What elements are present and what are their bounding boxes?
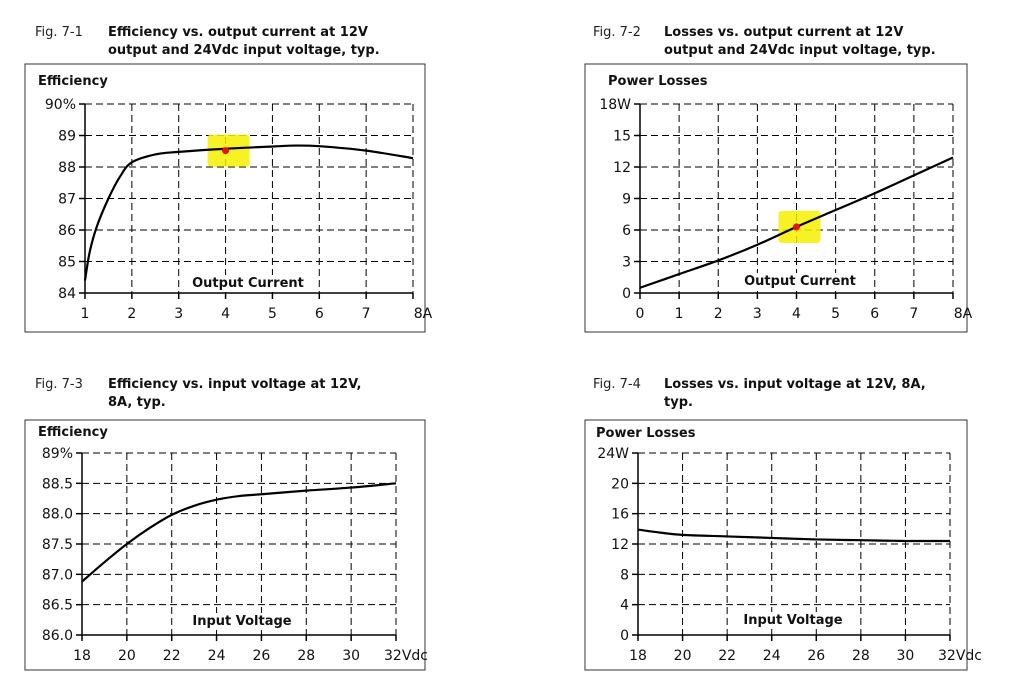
y-tick-label: 6 xyxy=(622,223,631,239)
y-tick-label: 4 xyxy=(620,598,629,614)
y-tick-label: 89% xyxy=(42,446,73,462)
y-tick-label: 12 xyxy=(611,537,629,553)
x-tick-label: 7 xyxy=(362,306,371,322)
y-tick-label: 8 xyxy=(620,567,629,583)
x-tick-label: 5 xyxy=(831,306,840,322)
x-tick-label: 32Vdc xyxy=(384,648,428,664)
y-tick-label: 20 xyxy=(611,476,629,492)
y-tick-label: 88 xyxy=(58,160,76,176)
x-axis-label: Output Current xyxy=(192,276,304,291)
y-axis-label: Efficiency xyxy=(38,74,108,89)
x-tick-label: 4 xyxy=(221,306,230,322)
chart-title: output and 24Vdc input voltage, typ. xyxy=(108,43,380,58)
x-tick-label: 18 xyxy=(73,648,91,664)
x-tick-label: 30 xyxy=(897,648,915,664)
x-tick-label: 6 xyxy=(315,306,324,322)
y-tick-label: 16 xyxy=(611,507,629,523)
x-tick-label: 3 xyxy=(753,306,762,322)
y-tick-label: 18W xyxy=(599,97,631,113)
chart-frame xyxy=(584,63,968,333)
x-tick-label: 0 xyxy=(636,306,645,322)
x-axis-label-bg xyxy=(189,275,307,292)
x-tick-label: 4 xyxy=(792,306,801,322)
y-tick-label: 0 xyxy=(620,628,629,644)
y-tick-label: 86.0 xyxy=(42,628,73,644)
chart-title: 8A, typ. xyxy=(108,395,166,410)
y-tick-label: 86 xyxy=(58,223,76,239)
x-axis-label-bg xyxy=(189,613,295,630)
y-tick-label: 88.5 xyxy=(42,476,73,492)
x-axis-label: Output Current xyxy=(744,274,856,289)
x-tick-label: 30 xyxy=(342,648,360,664)
y-tick-label: 24W xyxy=(597,446,629,462)
x-axis-label-bg xyxy=(740,612,846,629)
x-tick-label: 32Vdc xyxy=(938,648,982,664)
x-axis-label-bg xyxy=(741,273,859,290)
x-tick-label: 28 xyxy=(852,648,870,664)
data-point-marker xyxy=(222,147,230,155)
x-tick-label: 22 xyxy=(718,648,736,664)
y-tick-label: 15 xyxy=(613,129,631,145)
y-tick-label: 0 xyxy=(622,286,631,302)
figure-label: Fig. 7-3 xyxy=(35,377,83,392)
x-tick-label: 2 xyxy=(714,306,723,322)
y-tick-label: 90% xyxy=(45,97,76,113)
figure-label: Fig. 7-2 xyxy=(593,25,641,40)
x-axis-label: Input Voltage xyxy=(743,613,842,628)
x-tick-label: 2 xyxy=(127,306,136,322)
y-tick-label: 87.5 xyxy=(42,537,73,553)
x-tick-label: 26 xyxy=(253,648,271,664)
y-tick-label: 88.0 xyxy=(42,507,73,523)
y-axis-label: Power Losses xyxy=(596,426,696,441)
y-axis-label: Efficiency xyxy=(38,425,108,440)
x-tick-label: 6 xyxy=(870,306,879,322)
x-tick-label: 8A xyxy=(414,306,433,322)
chart-title: Efficiency vs. input voltage at 12V, xyxy=(108,377,361,392)
x-tick-label: 7 xyxy=(909,306,918,322)
figure-3: Fig. 7-3 Efficiency vs. input voltage at … xyxy=(24,377,428,671)
x-tick-label: 24 xyxy=(208,648,226,664)
y-axis-label: Power Losses xyxy=(608,74,708,89)
chart-frame xyxy=(24,419,426,671)
x-tick-label: 24 xyxy=(763,648,781,664)
data-series-line xyxy=(637,528,951,543)
y-tick-label: 84 xyxy=(58,286,76,302)
y-tick-label: 86.5 xyxy=(42,598,73,614)
x-tick-label: 18 xyxy=(629,648,647,664)
y-tick-label: 87 xyxy=(58,192,76,208)
x-axis-label: Input Voltage xyxy=(192,614,291,629)
chart-frame xyxy=(584,419,968,671)
x-tick-label: 26 xyxy=(807,648,825,664)
y-tick-label: 3 xyxy=(622,255,631,271)
chart-title: Efficiency vs. output current at 12V xyxy=(108,25,368,40)
y-tick-label: 9 xyxy=(622,192,631,208)
figure-label: Fig. 7-1 xyxy=(35,25,83,40)
y-tick-label: 12 xyxy=(613,160,631,176)
chart-title: typ. xyxy=(664,395,693,410)
data-series-line xyxy=(83,144,414,281)
y-tick-label: 85 xyxy=(58,255,76,271)
chart-title: Losses vs. output current at 12V xyxy=(664,25,903,40)
chart-title: output and 24Vdc input voltage, typ. xyxy=(664,43,936,58)
x-tick-label: 5 xyxy=(268,306,277,322)
figure-label: Fig. 7-4 xyxy=(593,377,641,392)
x-tick-label: 1 xyxy=(81,306,90,322)
figure-1: Fig. 7-1 Efficiency vs. output current at… xyxy=(24,25,433,333)
x-tick-label: 1 xyxy=(675,306,684,322)
x-tick-label: 22 xyxy=(163,648,181,664)
figure-4: Fig. 7-4 Losses vs. input voltage at 12V,… xyxy=(584,377,982,671)
chart-frame xyxy=(24,63,426,333)
x-tick-label: 28 xyxy=(297,648,315,664)
figure-2: Fig. 7-2 Losses vs. output current at 12V… xyxy=(584,25,973,333)
data-point-marker xyxy=(793,223,800,231)
y-tick-label: 87.0 xyxy=(42,567,73,583)
x-tick-label: 20 xyxy=(118,648,136,664)
data-series-line xyxy=(81,482,397,583)
x-tick-label: 8A xyxy=(954,306,973,322)
x-tick-label: 3 xyxy=(174,306,183,322)
chart-title: Losses vs. input voltage at 12V, 8A, xyxy=(664,377,926,392)
y-tick-label: 89 xyxy=(58,129,76,145)
x-tick-label: 20 xyxy=(674,648,692,664)
